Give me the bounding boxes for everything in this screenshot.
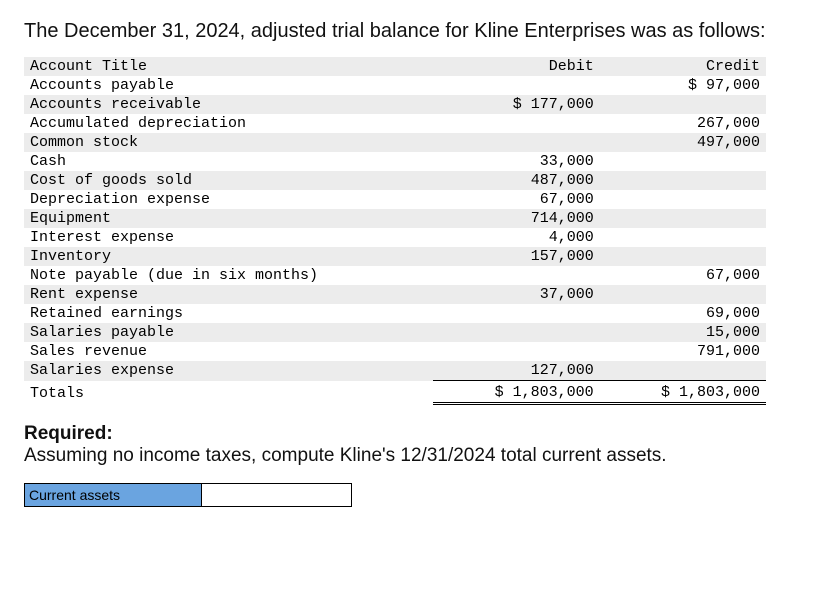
intro-text: The December 31, 2024, adjusted trial ba… bbox=[24, 20, 802, 43]
trial-balance-table: Account Title Debit Credit Accounts paya… bbox=[24, 57, 766, 405]
table-row: Retained earnings 69,000 bbox=[24, 304, 766, 323]
credit-cell bbox=[600, 247, 766, 266]
credit-cell bbox=[600, 285, 766, 304]
credit-cell: 267,000 bbox=[600, 114, 766, 133]
debit-cell bbox=[433, 133, 599, 152]
credit-cell: 497,000 bbox=[600, 133, 766, 152]
current-assets-input[interactable] bbox=[202, 483, 352, 507]
credit-cell bbox=[600, 95, 766, 114]
debit-cell: 487,000 bbox=[433, 171, 599, 190]
required-text: Assuming no income taxes, compute Kline'… bbox=[24, 445, 667, 466]
table-body: Account Title Debit Credit Accounts paya… bbox=[24, 57, 766, 381]
account-cell: Salaries payable bbox=[24, 323, 433, 342]
credit-cell bbox=[600, 209, 766, 228]
credit-cell: 791,000 bbox=[600, 342, 766, 361]
debit-cell: 37,000 bbox=[433, 285, 599, 304]
current-assets-label: Current assets bbox=[24, 483, 202, 507]
credit-cell: 69,000 bbox=[600, 304, 766, 323]
credit-cell: $ 97,000 bbox=[600, 76, 766, 95]
table-row: Accumulated depreciation 267,000 bbox=[24, 114, 766, 133]
table-row: Cost of goods sold487,000 bbox=[24, 171, 766, 190]
debit-cell bbox=[433, 76, 599, 95]
table-row: Inventory157,000 bbox=[24, 247, 766, 266]
table-row: Cash33,000 bbox=[24, 152, 766, 171]
account-cell: Accounts receivable bbox=[24, 95, 433, 114]
table-row: Common stock 497,000 bbox=[24, 133, 766, 152]
required-heading: Required: bbox=[24, 423, 113, 444]
table-row: Accounts receivable$ 177,000 bbox=[24, 95, 766, 114]
header-row: Account Title Debit Credit bbox=[24, 57, 766, 76]
debit-cell bbox=[433, 323, 599, 342]
header-credit: Credit bbox=[600, 57, 766, 76]
account-cell: Cost of goods sold bbox=[24, 171, 433, 190]
account-cell: Common stock bbox=[24, 133, 433, 152]
debit-cell: 4,000 bbox=[433, 228, 599, 247]
account-cell: Note payable (due in six months) bbox=[24, 266, 433, 285]
account-cell: Equipment bbox=[24, 209, 433, 228]
table-row: Equipment714,000 bbox=[24, 209, 766, 228]
credit-cell bbox=[600, 171, 766, 190]
debit-cell bbox=[433, 342, 599, 361]
debit-cell: 67,000 bbox=[433, 190, 599, 209]
totals-label: Totals bbox=[24, 381, 433, 404]
account-cell: Sales revenue bbox=[24, 342, 433, 361]
account-cell: Accounts payable bbox=[24, 76, 433, 95]
account-cell: Interest expense bbox=[24, 228, 433, 247]
debit-cell: $ 177,000 bbox=[433, 95, 599, 114]
table-row: Rent expense37,000 bbox=[24, 285, 766, 304]
account-cell: Salaries expense bbox=[24, 361, 433, 381]
table-row: Interest expense4,000 bbox=[24, 228, 766, 247]
credit-cell bbox=[600, 190, 766, 209]
account-cell: Inventory bbox=[24, 247, 433, 266]
account-cell: Accumulated depreciation bbox=[24, 114, 433, 133]
debit-cell: 714,000 bbox=[433, 209, 599, 228]
credit-cell: 67,000 bbox=[600, 266, 766, 285]
debit-cell: 157,000 bbox=[433, 247, 599, 266]
totals-credit: $ 1,803,000 bbox=[600, 381, 766, 404]
account-cell: Depreciation expense bbox=[24, 190, 433, 209]
totals-body: Totals $ 1,803,000 $ 1,803,000 bbox=[24, 381, 766, 404]
table-row: Salaries expense127,000 bbox=[24, 361, 766, 381]
table-row: Salaries payable 15,000 bbox=[24, 323, 766, 342]
required-block: Required: Assuming no income taxes, comp… bbox=[24, 423, 802, 467]
answer-row: Current assets bbox=[24, 483, 802, 507]
totals-row: Totals $ 1,803,000 $ 1,803,000 bbox=[24, 381, 766, 404]
debit-cell bbox=[433, 304, 599, 323]
account-cell: Rent expense bbox=[24, 285, 433, 304]
table-row: Accounts payable $ 97,000 bbox=[24, 76, 766, 95]
credit-cell bbox=[600, 152, 766, 171]
header-account: Account Title bbox=[24, 57, 433, 76]
debit-cell: 127,000 bbox=[433, 361, 599, 381]
credit-cell bbox=[600, 228, 766, 247]
page: The December 31, 2024, adjusted trial ba… bbox=[0, 0, 826, 527]
account-cell: Cash bbox=[24, 152, 433, 171]
totals-debit: $ 1,803,000 bbox=[433, 381, 599, 404]
debit-cell: 33,000 bbox=[433, 152, 599, 171]
table-row: Note payable (due in six months) 67,000 bbox=[24, 266, 766, 285]
debit-cell bbox=[433, 114, 599, 133]
credit-cell: 15,000 bbox=[600, 323, 766, 342]
credit-cell bbox=[600, 361, 766, 381]
header-debit: Debit bbox=[433, 57, 599, 76]
table-row: Sales revenue 791,000 bbox=[24, 342, 766, 361]
account-cell: Retained earnings bbox=[24, 304, 433, 323]
table-row: Depreciation expense67,000 bbox=[24, 190, 766, 209]
debit-cell bbox=[433, 266, 599, 285]
